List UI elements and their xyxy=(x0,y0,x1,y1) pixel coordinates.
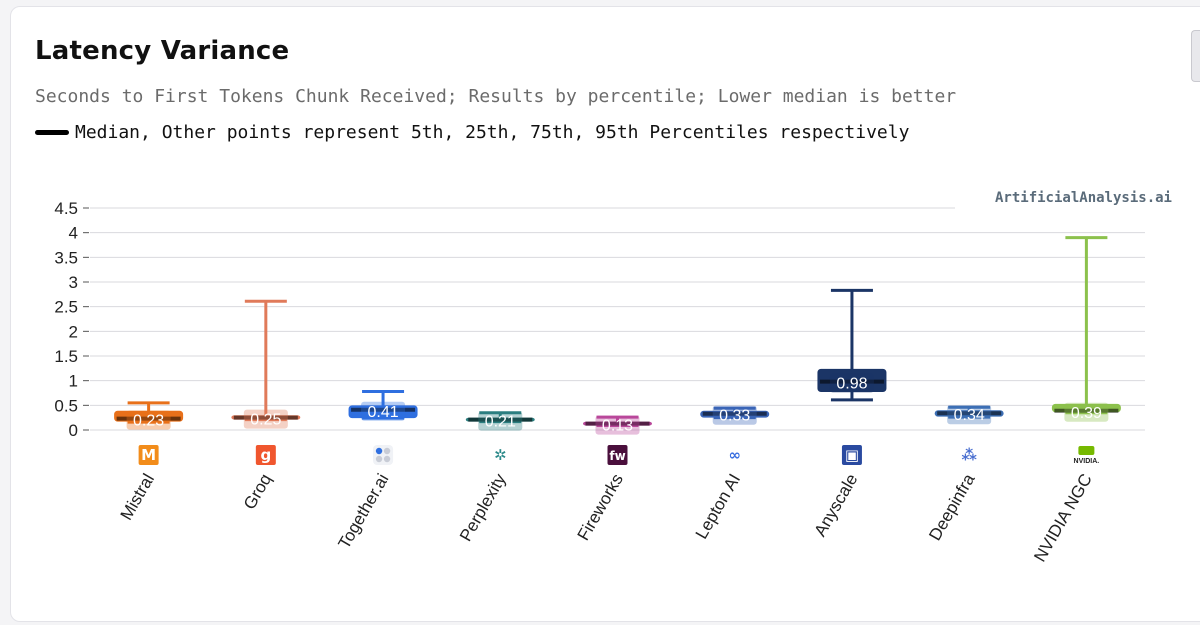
y-tick-label: 4.5 xyxy=(54,199,78,218)
y-tick-label: 3 xyxy=(69,273,78,292)
deepinfra-logo-icon: ⁂ xyxy=(959,445,980,465)
svg-text:∞: ∞ xyxy=(728,446,741,464)
x-category-label: Lepton AI xyxy=(692,471,744,543)
mistral-logo-icon: M xyxy=(138,445,159,465)
value-label-bg xyxy=(947,405,992,425)
x-category-label: Perplexity xyxy=(456,470,510,545)
chart-title: Latency Variance xyxy=(35,36,290,66)
value-label: 0.13 xyxy=(602,418,633,435)
value-label-bg xyxy=(595,415,640,435)
svg-text:M: M xyxy=(141,446,156,464)
x-category-label: Groq xyxy=(240,471,275,513)
nvidia-logo-icon: NVIDIA. xyxy=(1074,446,1100,465)
value-label: 0.21 xyxy=(485,414,516,431)
lepton-logo-icon: ∞ xyxy=(724,445,745,465)
y-tick-label: 2 xyxy=(69,322,78,341)
watermark: ArtificialAnalysis.ai xyxy=(994,190,1172,206)
value-label-bg xyxy=(712,405,757,425)
fireworks-logo-icon: fw xyxy=(607,445,628,465)
groq-logo-icon: g xyxy=(255,445,276,465)
chart-card xyxy=(10,6,1200,622)
x-category-label: Deepinfra xyxy=(925,470,979,544)
svg-text:NVIDIA.: NVIDIA. xyxy=(1074,458,1100,465)
median-legend-swatch xyxy=(35,129,69,135)
chart-subtitle: Seconds to First Tokens Chunk Received; … xyxy=(35,86,957,107)
scrollbar-thumb[interactable] xyxy=(1191,30,1200,82)
y-tick-label: 0.5 xyxy=(54,396,78,415)
together-logo-icon xyxy=(373,445,394,465)
svg-text:▣: ▣ xyxy=(845,446,859,464)
legend: Median, Other points represent 5th, 25th… xyxy=(35,120,909,144)
x-category-label: Fireworks xyxy=(574,471,627,544)
value-label: 0.33 xyxy=(719,408,750,425)
y-tick-label: 1.5 xyxy=(54,347,78,366)
value-label-bg xyxy=(478,411,523,431)
value-label-bg xyxy=(829,373,874,393)
y-tick-label: 1 xyxy=(69,372,78,391)
y-tick-label: 0 xyxy=(69,421,78,440)
value-label: 0.23 xyxy=(133,413,164,430)
svg-text:g: g xyxy=(260,446,271,464)
perplexity-logo-icon: ✲ xyxy=(490,445,511,465)
value-label: 0.39 xyxy=(1071,405,1102,422)
svg-text:✲: ✲ xyxy=(494,446,507,464)
y-tick-label: 3.5 xyxy=(54,248,78,267)
svg-text:fw: fw xyxy=(609,449,625,463)
x-category-label: Mistral xyxy=(117,471,158,524)
value-label: 0.25 xyxy=(250,412,281,429)
value-label-bg xyxy=(1064,402,1109,422)
value-label-bg xyxy=(243,409,288,429)
y-tick-label: 4 xyxy=(69,224,78,243)
value-label-bg xyxy=(361,401,406,421)
svg-text:⁂: ⁂ xyxy=(961,446,977,464)
anyscale-logo-icon: ▣ xyxy=(841,445,862,465)
value-label-bg xyxy=(126,410,171,430)
x-category-label: Anyscale xyxy=(810,471,861,540)
legend-text: Median, Other points represent 5th, 25th… xyxy=(75,121,910,143)
y-tick-label: 2.5 xyxy=(54,298,78,317)
value-label: 0.98 xyxy=(836,376,867,393)
value-label: 0.34 xyxy=(954,407,985,424)
x-category-label: Together.ai xyxy=(334,471,392,553)
value-label: 0.41 xyxy=(367,404,398,421)
x-category-label: NVIDIA NGC xyxy=(1030,471,1096,566)
